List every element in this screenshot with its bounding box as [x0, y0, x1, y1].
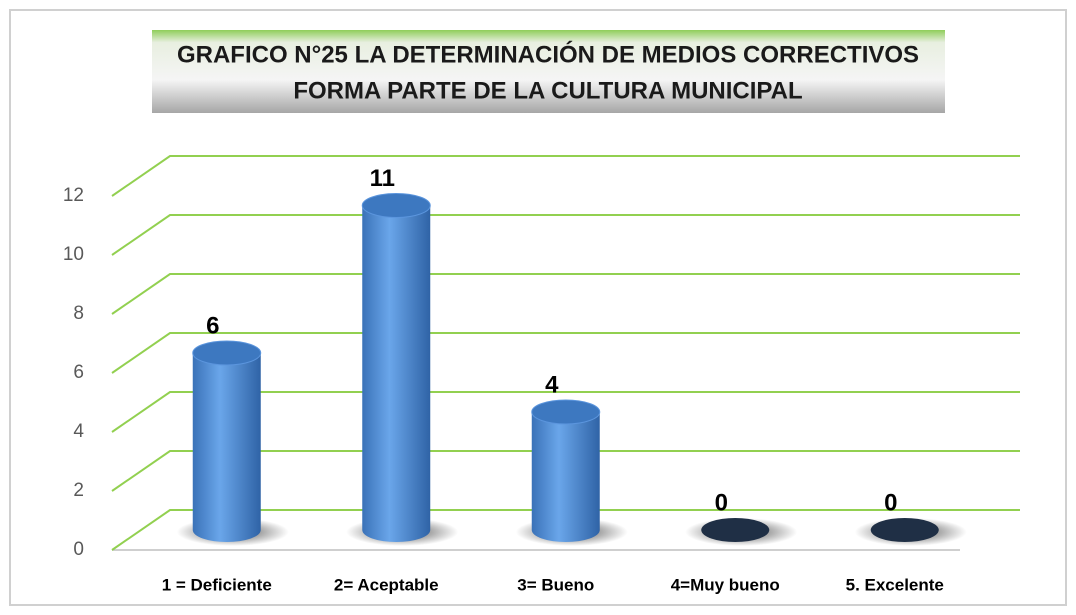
- y-tick-label: 4: [73, 421, 84, 442]
- grid-line: [111, 450, 1020, 492]
- x-tick-label: 2= Aceptable: [334, 575, 439, 594]
- bar-top: [870, 518, 939, 542]
- data-label: 4: [545, 371, 559, 398]
- data-label: 0: [884, 489, 897, 516]
- y-tick-label: 10: [63, 244, 84, 265]
- bar: [362, 205, 431, 542]
- data-label: 6: [206, 312, 219, 339]
- chart-title: GRAFICO N°25 LA DETERMINACIÓN DE MEDIOS …: [177, 40, 919, 68]
- bar: [531, 412, 600, 542]
- y-tick-label: 8: [73, 303, 84, 324]
- x-tick-label: 1 = Deficiente: [162, 575, 272, 594]
- grid-line: [111, 155, 1020, 197]
- x-tick-label: 4=Muy bueno: [671, 575, 780, 594]
- grid-line: [111, 332, 1020, 374]
- bar-top: [531, 399, 601, 425]
- bar-top: [361, 193, 431, 218]
- bar-top: [192, 340, 262, 366]
- bar-top: [701, 518, 770, 542]
- y-tick-label: 0: [73, 539, 84, 560]
- y-tick-label: 12: [63, 185, 84, 206]
- y-tick-label: 6: [73, 362, 84, 383]
- x-tick-label: 3= Bueno: [517, 575, 594, 594]
- x-tick-label: 5. Excelente: [846, 575, 944, 594]
- grid-line: [111, 391, 1020, 433]
- grid-line: [111, 273, 1020, 315]
- chart-title: FORMA PARTE DE LA CULTURA MUNICIPAL: [293, 77, 802, 104]
- bar: [192, 353, 261, 542]
- y-tick-label: 2: [73, 480, 84, 501]
- grid-line: [111, 214, 1020, 256]
- grid-line: [111, 509, 1020, 551]
- title-box: [152, 30, 945, 113]
- data-label: 0: [715, 489, 728, 516]
- data-label: 11: [370, 165, 395, 192]
